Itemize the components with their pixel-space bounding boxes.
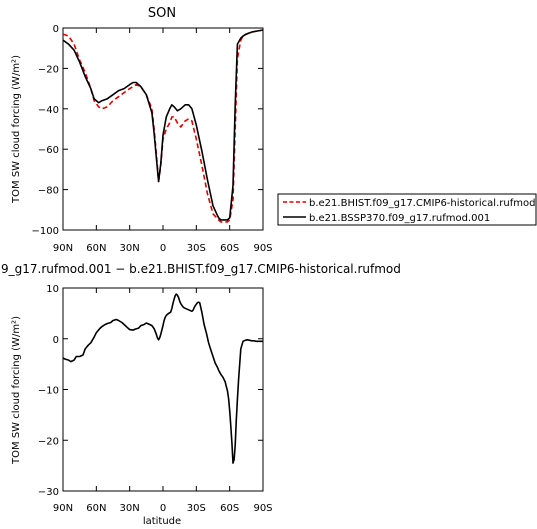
series-lines-bottom xyxy=(62,293,263,464)
y-tick-label-top: −40 xyxy=(38,105,59,116)
series-line-bottom-0 xyxy=(62,293,263,464)
series-line-top-0 xyxy=(62,29,264,223)
y-tick-label-top: 0 xyxy=(53,24,59,35)
x-tick-label-bottom: 90S xyxy=(253,503,272,514)
x-tick-label-top: 0 xyxy=(160,243,166,254)
y-tick-label-bottom: −20 xyxy=(38,436,59,447)
x-tick-label-bottom: 30S xyxy=(187,503,206,514)
legend-label-ssp370: b.e21.BSSP370.f09_g17.rufmod.001 xyxy=(309,213,490,224)
chart-title-bottom: 9_g17.rufmod.001 − b.e21.BHIST.f09_g17.C… xyxy=(1,262,401,276)
panel-difference: 9_g17.rufmod.001 − b.e21.BHIST.f09_g17.C… xyxy=(1,262,401,527)
x-tick-label-top: 60S xyxy=(220,243,239,254)
x-tick-label-bottom: 90N xyxy=(53,503,73,514)
x-axis-label-bottom: latitude xyxy=(143,516,181,527)
legend: b.e21.BHIST.f09_g17.CMIP6-historical.ruf… xyxy=(277,193,537,226)
y-tick-label-bottom: −30 xyxy=(38,487,59,498)
panel-son: SON 0−20−40−60−80−100 90N 60N 30N 0 30S 60S 90… xyxy=(11,6,273,254)
x-tick-label-top: 90S xyxy=(253,243,272,254)
series-lines-top xyxy=(62,29,264,223)
y-axis-label-bottom: TOM SW cloud forcing (W/m²) xyxy=(11,316,22,465)
x-ticks-top: 90N 60N 30N 0 30S 60S 90S xyxy=(53,28,273,254)
x-tick-label-top: 60N xyxy=(86,243,106,254)
x-tick-label-bottom: 60S xyxy=(220,503,239,514)
x-tick-label-bottom: 0 xyxy=(160,503,166,514)
y-tick-label-top: −60 xyxy=(38,145,59,156)
y-tick-label-bottom: 10 xyxy=(46,284,59,295)
x-tick-label-bottom: 30N xyxy=(120,503,140,514)
y-tick-label-bottom: −10 xyxy=(38,386,59,397)
y-ticks-bottom: 10 0 −10 −20 −30 xyxy=(38,284,263,498)
y-tick-label-top: −20 xyxy=(38,64,59,75)
legend-box xyxy=(277,193,537,226)
legend-label-historical: b.e21.BHIST.f09_g17.CMIP6-historical.ruf… xyxy=(309,198,535,209)
chart-title-top: SON xyxy=(148,6,176,21)
y-tick-label-bottom: 0 xyxy=(53,335,59,346)
y-ticks-top: 0 −20 −40 −60 −80 −100 xyxy=(32,24,263,237)
x-ticks-bottom: 90N 60N 30N 0 30S 60S 90S xyxy=(53,288,273,514)
x-tick-label-top: 30S xyxy=(187,243,206,254)
x-tick-label-bottom: 60N xyxy=(86,503,106,514)
x-tick-label-top: 30N xyxy=(120,243,140,254)
x-tick-label-top: 90N xyxy=(53,243,73,254)
series-line-top-1 xyxy=(62,29,264,221)
y-tick-label-top: −80 xyxy=(38,186,59,197)
y-axis-label-top: TOM SW cloud forcing (W/m²) xyxy=(11,55,22,204)
y-tick-label-top: −100 xyxy=(32,226,59,237)
